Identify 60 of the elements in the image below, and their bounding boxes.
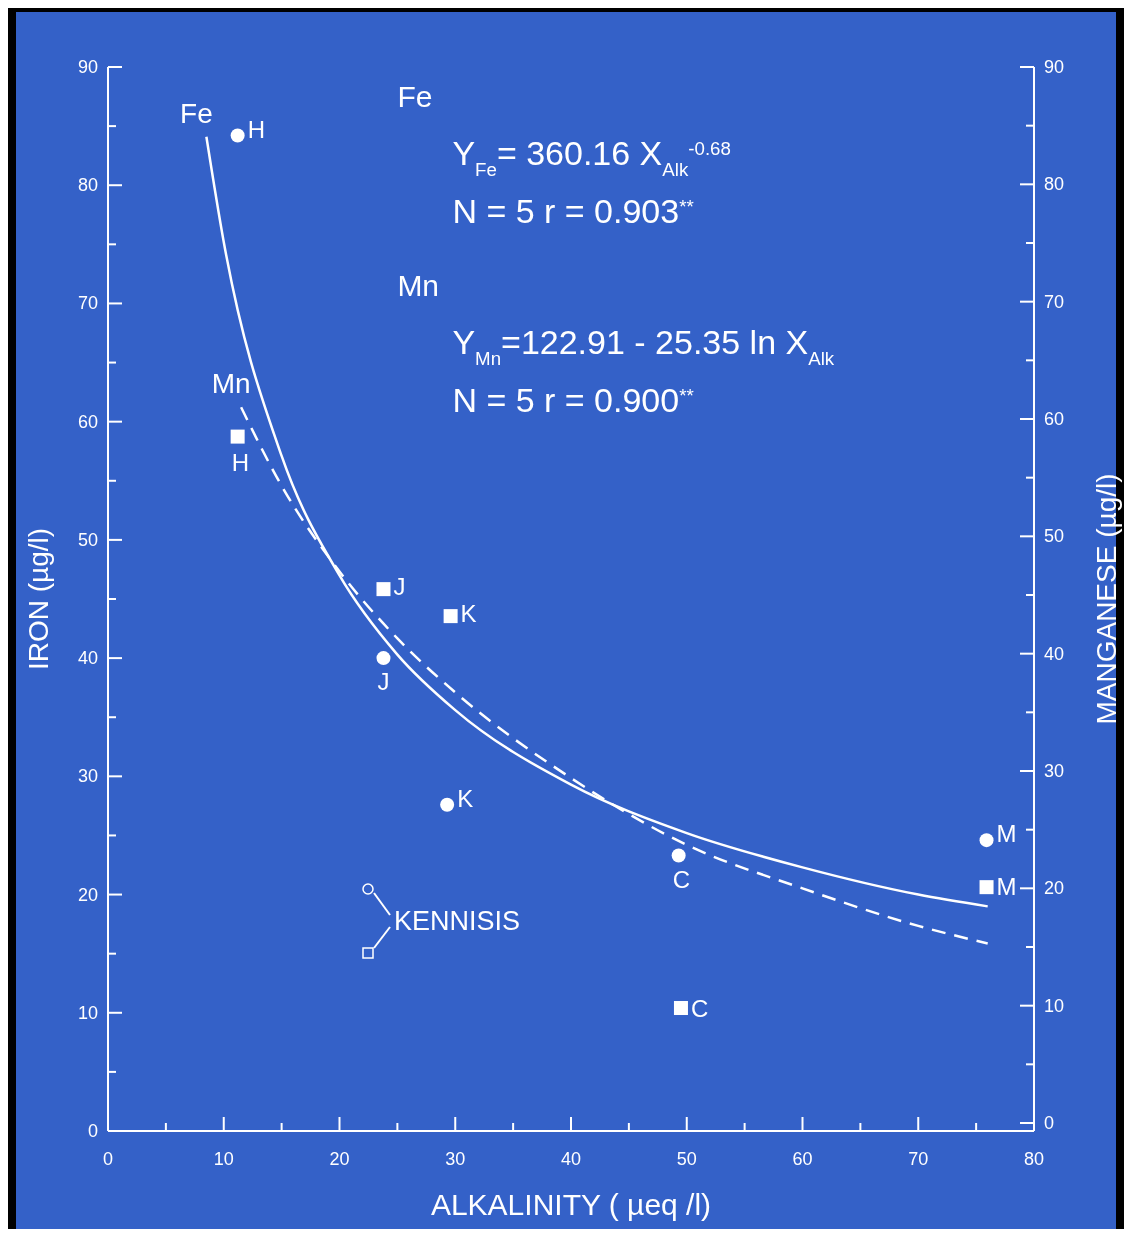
y-tick-label: 90 — [77, 57, 98, 77]
annotation: Fe — [397, 80, 433, 113]
y2-tick-label: 60 — [1044, 409, 1065, 429]
y-tick-label: 30 — [77, 766, 98, 787]
x-tick-label: 80 — [1023, 1149, 1045, 1169]
y2-tick-label: 40 — [1044, 643, 1065, 664]
x-tick-label: 0 — [102, 1149, 114, 1169]
point — [671, 848, 686, 863]
annotation: K — [460, 600, 477, 628]
x-tick-label: 40 — [560, 1149, 582, 1169]
y-tick-label: 50 — [77, 529, 98, 550]
annotation: N = 5 r = 0.903$^{**}$ — [452, 192, 694, 230]
y-tick-label: 60 — [77, 411, 98, 432]
y2-tick-label: 30 — [1044, 761, 1065, 781]
annotation: Mn — [397, 269, 440, 302]
y-tick-label: 80 — [77, 175, 98, 196]
point — [673, 1001, 688, 1016]
annotation: H — [247, 115, 265, 143]
y2-tick-label: 80 — [1044, 174, 1065, 195]
y-tick-label: 40 — [77, 648, 98, 669]
annotation: KENNISIS — [394, 906, 521, 936]
y-tick-label: 20 — [77, 884, 98, 905]
series-label: Fe — [180, 97, 213, 129]
point — [979, 880, 994, 895]
annotation: K — [457, 784, 474, 812]
x-axis-title: ALKALINITY ( µeq /l) — [430, 1188, 712, 1221]
y2-tick-label: 10 — [1044, 995, 1065, 1016]
annotation: J — [393, 573, 406, 601]
x-tick-label: 30 — [445, 1149, 466, 1169]
x-tick-label: 60 — [792, 1149, 813, 1169]
annotation: M — [996, 820, 1017, 848]
point — [443, 609, 458, 624]
y-tick-label: 0 — [87, 1121, 98, 1141]
point — [979, 833, 994, 848]
annotation: H — [231, 449, 249, 477]
x-tick-label: 70 — [908, 1149, 929, 1169]
y-tick-label: 70 — [77, 293, 98, 314]
annotation: Y$_{Mn}$=122.91 - 25.35 ln X$_{Alk}$ — [452, 323, 835, 369]
point — [230, 128, 245, 143]
y-axis-title: IRON (µg/l) — [23, 527, 54, 671]
annotation: M — [996, 873, 1017, 901]
annotation: C — [690, 995, 709, 1023]
annotation: N = 5 r = 0.900$^{**}$ — [452, 381, 694, 419]
x-tick-label: 20 — [329, 1149, 350, 1169]
y-tick-label: 10 — [77, 1002, 98, 1023]
point — [376, 651, 391, 666]
y2-tick-label: 70 — [1044, 291, 1065, 312]
series-label: Mn — [211, 368, 251, 400]
y2-axis-title: MANGANESE (µg/l) — [1091, 473, 1122, 725]
y2-tick-label: 20 — [1044, 878, 1065, 899]
point — [230, 429, 245, 444]
y2-tick-label: 50 — [1044, 526, 1065, 547]
annotation: C — [672, 865, 690, 893]
annotation: J — [377, 668, 390, 696]
y2-tick-label: 0 — [1044, 1113, 1055, 1133]
y2-tick-label: 90 — [1044, 57, 1065, 77]
point — [376, 582, 391, 597]
x-tick-label: 10 — [213, 1149, 234, 1169]
point — [440, 797, 455, 812]
x-tick-label: 50 — [676, 1149, 697, 1169]
